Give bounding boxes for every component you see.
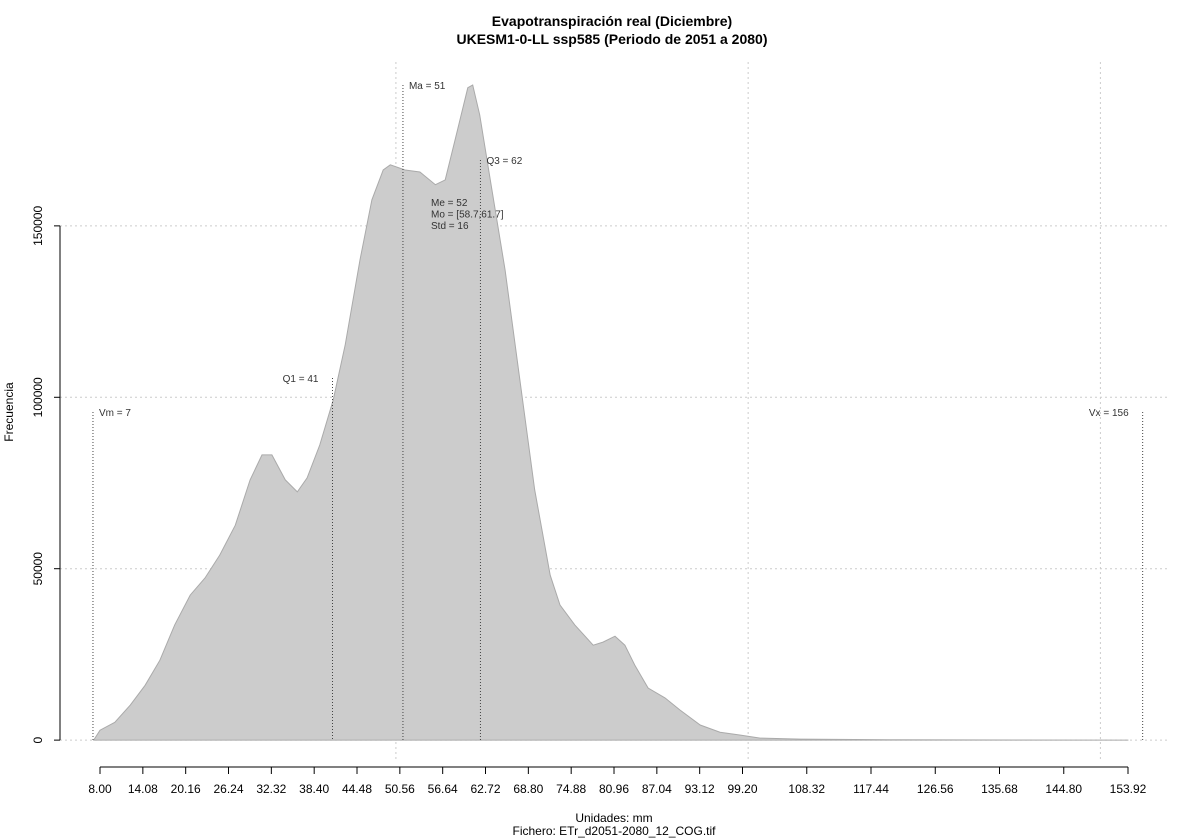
annotation-label: Ma = 51 — [409, 81, 446, 92]
x-tick-label: 44.48 — [342, 782, 372, 796]
x-axis-label: Unidades: mm — [575, 811, 652, 825]
x-tick-label: 99.20 — [727, 782, 757, 796]
annotation-label: Vm = 7 — [99, 408, 131, 419]
annotation-label: Q1 = 41 — [283, 374, 319, 385]
y-tick-label: 150000 — [31, 206, 45, 246]
x-tick-label: 126.56 — [917, 782, 954, 796]
y-tick-label: 100000 — [31, 377, 45, 417]
chart-title: Evapotranspiración real (Diciembre) — [492, 13, 732, 29]
x-tick-label: 108.32 — [788, 782, 825, 796]
stat-label: Mo = [58.7,61.7] — [431, 210, 504, 221]
x-tick-label: 20.16 — [171, 782, 201, 796]
x-tick-label: 38.40 — [299, 782, 329, 796]
x-tick-label: 153.92 — [1110, 782, 1147, 796]
x-tick-label: 32.32 — [256, 782, 286, 796]
x-tick-label: 80.96 — [599, 782, 629, 796]
x-tick-label: 87.04 — [642, 782, 672, 796]
x-tick-label: 8.00 — [88, 782, 112, 796]
x-tick-label: 135.68 — [981, 782, 1018, 796]
y-tick-label: 50000 — [31, 552, 45, 586]
annotation-label: Q3 = 62 — [486, 156, 522, 167]
x-tick-label: 50.56 — [385, 782, 415, 796]
x-tick-label: 93.12 — [685, 782, 715, 796]
chart-subtitle: UKESM1-0-LL ssp585 (Periodo de 2051 a 20… — [457, 31, 768, 47]
y-tick-label: 0 — [31, 736, 45, 743]
x-tick-label: 144.80 — [1045, 782, 1082, 796]
x-tick-label: 62.72 — [470, 782, 500, 796]
caption: Fichero: ETr_d2051-2080_12_COG.tif — [513, 824, 717, 838]
x-tick-label: 56.64 — [428, 782, 458, 796]
x-tick-label: 68.80 — [513, 782, 543, 796]
y-axis-label: Frecuencia — [2, 382, 16, 442]
annotation-label: Vx = 156 — [1089, 408, 1129, 419]
x-tick-label: 117.44 — [853, 782, 889, 796]
stat-label: Me = 52 — [431, 198, 468, 209]
x-tick-label: 74.88 — [556, 782, 586, 796]
x-tick-label: 26.24 — [213, 782, 243, 796]
x-tick-label: 14.08 — [128, 782, 158, 796]
stat-label: Std = 16 — [431, 221, 469, 232]
density-area — [93, 84, 1129, 741]
